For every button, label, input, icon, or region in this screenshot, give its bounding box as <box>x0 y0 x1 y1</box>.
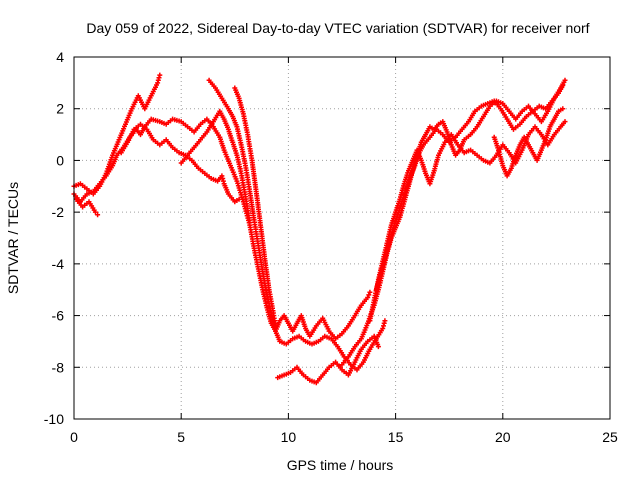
data-point <box>560 82 566 88</box>
data-point <box>95 212 101 218</box>
y-tick-label: -8 <box>52 359 65 375</box>
data-point <box>375 344 381 350</box>
y-axis-label: SDTVAR / TECUs <box>5 182 21 294</box>
data-series <box>373 82 566 293</box>
data-point <box>560 106 566 112</box>
data-series <box>491 106 566 179</box>
data-series <box>73 196 101 218</box>
axis-ticks <box>73 56 611 420</box>
data-series <box>206 77 388 373</box>
data-point <box>382 318 388 324</box>
y-tick-label: -6 <box>52 308 65 324</box>
data-series <box>275 333 381 386</box>
data-series <box>71 72 163 197</box>
data-series <box>232 85 278 329</box>
data-point <box>367 289 373 295</box>
data-point <box>380 326 386 331</box>
data-series <box>178 108 253 225</box>
x-tick-labels: 0 5 10 15 20 25 <box>70 429 618 445</box>
data-series <box>118 121 242 205</box>
x-tick-label: 5 <box>177 429 185 445</box>
y-tick-labels: 4 2 0 -2 -4 -6 -8 -10 <box>44 49 64 427</box>
plot-frame <box>73 56 611 420</box>
data-point <box>273 323 278 329</box>
data-point <box>365 295 371 300</box>
data-points <box>71 72 568 386</box>
data-point <box>247 220 253 225</box>
data-point <box>562 119 568 125</box>
y-tick-label: 2 <box>56 101 64 117</box>
x-axis-label: GPS time / hours <box>287 457 394 473</box>
x-tick-label: 0 <box>70 429 78 445</box>
x-tick-label: 15 <box>388 429 404 445</box>
y-tick-label: -10 <box>44 411 64 427</box>
data-point <box>156 75 162 81</box>
data-series <box>339 77 568 368</box>
y-tick-label: 0 <box>56 152 64 168</box>
x-tick-label: 20 <box>495 429 511 445</box>
data-point <box>236 196 242 202</box>
chart-title: Day 059 of 2022, Sidereal Day-to-day VTE… <box>86 20 589 36</box>
y-tick-label: -4 <box>52 256 65 272</box>
data-point <box>366 292 372 298</box>
data-point <box>157 72 163 78</box>
data-point <box>92 209 98 215</box>
data-point <box>219 173 225 179</box>
x-tick-label: 10 <box>281 429 297 445</box>
data-point <box>562 77 568 83</box>
y-tick-label: 4 <box>56 49 64 65</box>
x-tick-label: 25 <box>602 429 618 445</box>
y-tick-label: -2 <box>52 204 65 220</box>
